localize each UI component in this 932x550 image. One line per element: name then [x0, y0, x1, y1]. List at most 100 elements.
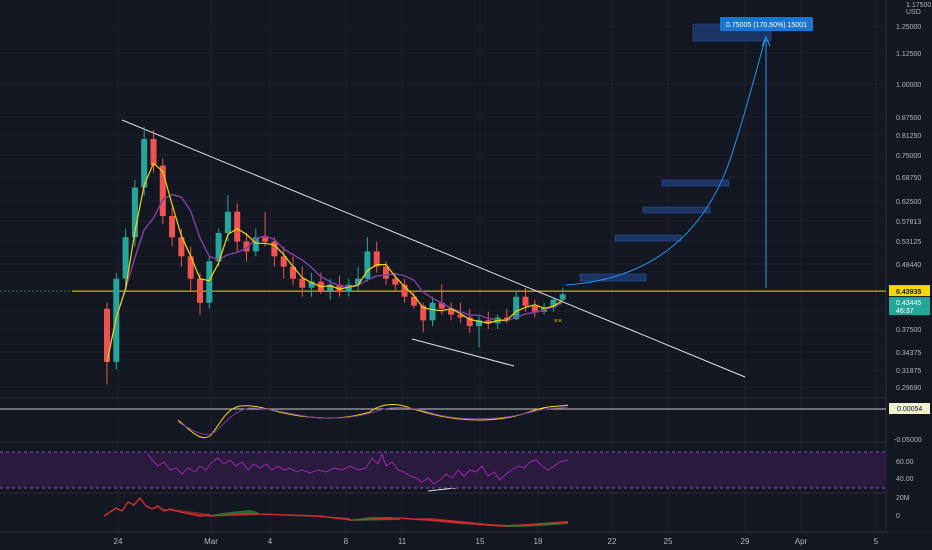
time-tick: 18: [534, 537, 543, 546]
price-tick: 0.29690: [896, 385, 921, 392]
candle[interactable]: [503, 317, 510, 320]
ma-fast-line: [106, 162, 564, 363]
candle[interactable]: [178, 237, 185, 257]
candle[interactable]: [141, 139, 148, 188]
price-tick: 0.31875: [896, 368, 921, 375]
projection-curve: [565, 35, 767, 286]
candle[interactable]: [392, 278, 399, 285]
candle[interactable]: [327, 284, 334, 291]
price-axis-bg: [887, 0, 932, 532]
channel-lower-line: [411, 338, 515, 367]
candle[interactable]: [383, 266, 389, 279]
bottom-pane: [103, 496, 569, 527]
rsi-tick: 40.00: [896, 476, 914, 483]
time-tick: 24: [114, 537, 123, 546]
osc-value-tag: [889, 403, 930, 414]
candle[interactable]: [122, 237, 129, 279]
descending-trendline: [121, 119, 746, 378]
time-tick: 5: [874, 537, 879, 546]
target-box: [614, 234, 682, 242]
candle[interactable]: [271, 241, 278, 257]
osc-tick: -0.05000: [894, 437, 922, 444]
price-tick: 1.25000: [896, 24, 921, 31]
price-tick: 0.87500: [896, 115, 921, 122]
candle[interactable]: [104, 308, 110, 362]
price-tick: 0.68750: [896, 175, 921, 182]
candle[interactable]: [522, 296, 529, 306]
last-price-tag: [889, 297, 930, 316]
candle[interactable]: [336, 284, 343, 292]
candle[interactable]: [262, 237, 269, 242]
ma-slow-line: [106, 193, 564, 363]
rsi-band: [0, 452, 886, 488]
candle[interactable]: [197, 278, 203, 303]
candle[interactable]: [401, 284, 408, 297]
target-box: [661, 179, 730, 187]
time-tick: 29: [741, 537, 750, 546]
candle[interactable]: [299, 278, 306, 288]
candle[interactable]: [243, 241, 250, 252]
projection-arrow-head: [761, 35, 771, 47]
candle[interactable]: [420, 305, 427, 321]
price-tick: 1.12500: [896, 51, 921, 58]
candle[interactable]: [513, 296, 520, 320]
grid: [0, 0, 886, 532]
price-tick: 0.62500: [896, 199, 921, 206]
rsi-tick: 60.00: [896, 459, 914, 466]
candle[interactable]: [234, 211, 241, 242]
price-tick: 0.81250: [896, 133, 921, 140]
candle[interactable]: [280, 256, 287, 267]
candle[interactable]: [131, 187, 138, 238]
candle[interactable]: [466, 317, 473, 327]
osc-value: 0.00054: [897, 406, 922, 413]
time-tick: Apr: [795, 537, 808, 546]
candle[interactable]: [373, 251, 380, 267]
price-tick: 0.53125: [896, 239, 921, 246]
annotations: 0.75005 (170.50%) 15001 ××: [0, 17, 886, 492]
candle[interactable]: [448, 308, 455, 315]
rsi-line: [147, 452, 569, 485]
candle[interactable]: [438, 302, 445, 309]
candle[interactable]: [252, 237, 259, 252]
candle[interactable]: [410, 296, 417, 306]
target-box: [642, 206, 711, 214]
time-tick: 4: [268, 537, 273, 546]
candle[interactable]: [476, 320, 482, 327]
volume-tick: 0: [896, 513, 900, 520]
candle[interactable]: [290, 266, 296, 279]
candle[interactable]: [345, 284, 352, 292]
candle[interactable]: [559, 294, 566, 300]
candle[interactable]: [429, 302, 436, 321]
pane-separators: [0, 0, 932, 533]
rsi-pane: [0, 451, 886, 489]
candle[interactable]: [308, 281, 315, 288]
candle[interactable]: [215, 233, 222, 262]
current-price: 0.43935: [896, 289, 921, 296]
bottom-line-red: [103, 496, 211, 517]
candle[interactable]: [206, 261, 213, 303]
candle[interactable]: [531, 305, 538, 312]
candle[interactable]: [457, 314, 464, 318]
candle[interactable]: [169, 215, 176, 238]
candle[interactable]: [355, 278, 362, 285]
time-tick: 22: [608, 537, 617, 546]
currency-label: USD: [906, 9, 921, 16]
candle[interactable]: [187, 256, 194, 279]
price-tick: 0.57813: [896, 219, 921, 226]
bottom-fill-red: [150, 508, 210, 517]
last-price: 0.43445: [896, 300, 921, 307]
oscillator-pane: [0, 404, 886, 438]
axis-header: 1.17500: [906, 2, 931, 9]
candle[interactable]: [485, 320, 492, 324]
candle[interactable]: [224, 211, 231, 234]
price-tick: 0.37500: [896, 327, 921, 334]
candle[interactable]: [150, 139, 157, 166]
current-price-tag: [889, 285, 930, 297]
price-tick: 0.75000: [896, 153, 921, 160]
indicators: [106, 162, 564, 363]
candle[interactable]: [364, 251, 371, 279]
candle[interactable]: [550, 299, 557, 308]
candle[interactable]: [159, 165, 166, 216]
